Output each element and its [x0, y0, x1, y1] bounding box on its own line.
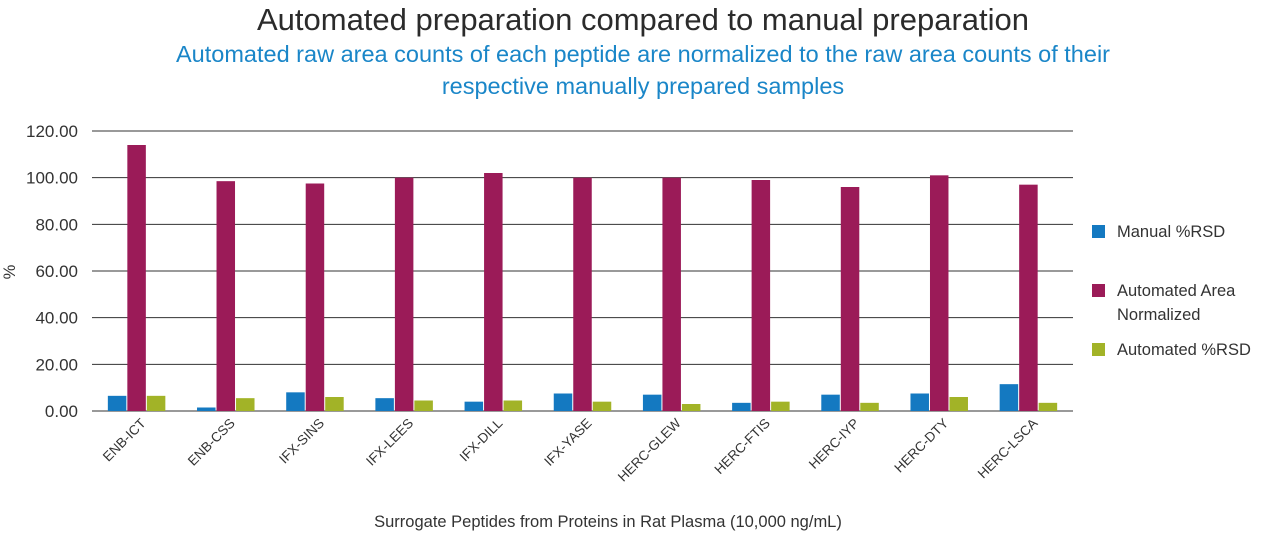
- bar-1-herc-glew: [642, 394, 662, 411]
- bar-2-herc-iyp: [840, 187, 860, 411]
- y-axis-label: %: [1, 264, 19, 279]
- bar-2-ifx-lees: [394, 177, 414, 411]
- bar-2-enb-ict: [127, 145, 146, 411]
- x-tick-label: HERC-LSCA: [975, 416, 1041, 482]
- x-tick-label: IFX-YASE: [541, 416, 594, 469]
- bar-2-enb-css: [216, 181, 236, 411]
- y-tick-label: 40.00: [35, 309, 78, 328]
- x-tick-label: IFX-LEES: [363, 416, 416, 469]
- x-tick-label: IFX-DILL: [457, 415, 506, 464]
- bar-1-herc-iyp: [821, 394, 840, 411]
- bar-3-enb-css: [236, 398, 255, 411]
- legend-label: Automated %RSD: [1117, 341, 1251, 359]
- y-tick-label: 100.00: [26, 169, 78, 188]
- bar-1-enb-ict: [107, 395, 127, 411]
- bar-1-herc-dty: [910, 393, 929, 411]
- bar-3-herc-iyp: [860, 402, 879, 411]
- bar-1-ifx-lees: [375, 398, 394, 411]
- x-tick-labels: ENB-ICT ENB-CSS IFX-SINS IFX-LEES IFX-DILL IF…: [100, 415, 1041, 484]
- bar-2-herc-ftis: [751, 180, 771, 411]
- y-tick-label: 60.00: [35, 262, 78, 281]
- bar-2-ifx-sins: [305, 183, 325, 411]
- chart-title: Automated preparation compared to manual…: [257, 2, 1029, 37]
- bar-1-herc-ftis: [732, 402, 751, 411]
- x-tick-label: IFX-SINS: [276, 416, 327, 467]
- legend-label: Normalized: [1117, 306, 1200, 324]
- chart-subtitle-line-2: respective manually prepared samples: [442, 73, 844, 99]
- bar-1-enb-css: [197, 407, 216, 411]
- legend-swatch: [1092, 225, 1105, 238]
- y-tick-labels: 0.00 20.00 40.00 60.00 80.00 100.00 120.00: [26, 122, 78, 421]
- legend-swatch: [1092, 343, 1105, 356]
- bar-2-herc-dty: [929, 175, 949, 411]
- bar-3-ifx-dill: [503, 400, 523, 411]
- bar-3-ifx-lees: [414, 400, 433, 411]
- legend-label: Automated Area: [1117, 282, 1236, 300]
- bars: [107, 145, 1058, 411]
- x-tick-label: HERC-FTIS: [711, 416, 773, 478]
- x-tick-label: HERC-DTY: [891, 416, 951, 476]
- bar-2-herc-glew: [662, 177, 681, 411]
- y-tick-label: 80.00: [35, 215, 78, 234]
- y-tick-label: 120.00: [26, 122, 78, 141]
- y-tick-label: 20.00: [35, 355, 78, 374]
- bar-2-ifx-yase: [573, 177, 592, 411]
- legend-label: Manual %RSD: [1117, 223, 1225, 241]
- x-axis-label: Surrogate Peptides from Proteins in Rat …: [374, 513, 842, 531]
- bar-3-herc-ftis: [771, 401, 790, 411]
- bar-1-ifx-sins: [286, 392, 305, 411]
- x-tick-label: ENB-ICT: [100, 416, 149, 465]
- bar-3-ifx-yase: [592, 401, 612, 411]
- chart-subtitle-line-1: Automated raw area counts of each peptid…: [176, 41, 1110, 67]
- bar-1-ifx-dill: [464, 401, 484, 411]
- legend-swatch: [1092, 284, 1105, 297]
- bar-1-ifx-yase: [553, 393, 573, 411]
- bar-2-ifx-dill: [484, 173, 503, 411]
- x-tick-label: HERC-GLEW: [615, 415, 684, 484]
- legend: Manual %RSD Automated Area Normalized Autom…: [1092, 223, 1251, 359]
- x-tick-label: HERC-IYP: [806, 416, 862, 472]
- y-tick-label: 0.00: [45, 402, 78, 421]
- x-tick-label: ENB-CSS: [185, 416, 238, 469]
- bar-2-herc-lsca: [1019, 184, 1038, 411]
- bar-3-ifx-sins: [325, 397, 344, 411]
- bar-1-herc-lsca: [999, 384, 1019, 411]
- bar-3-herc-dty: [949, 397, 968, 411]
- bar-3-enb-ict: [146, 395, 166, 411]
- bar-3-herc-glew: [681, 404, 701, 411]
- bar-3-herc-lsca: [1038, 402, 1058, 411]
